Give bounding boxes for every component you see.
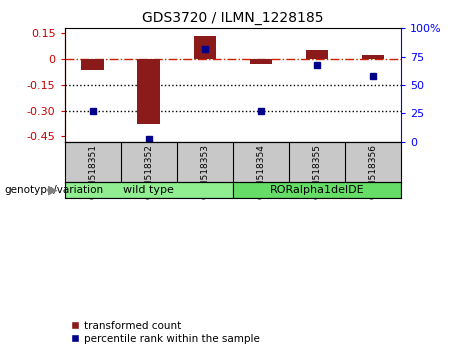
Text: RORalpha1delDE: RORalpha1delDE	[270, 185, 364, 195]
Text: GSM518354: GSM518354	[256, 144, 266, 199]
Bar	[137, 59, 160, 125]
Text: GSM518351: GSM518351	[88, 144, 97, 199]
Text: wild type: wild type	[123, 185, 174, 195]
Bar	[233, 182, 401, 198]
Title: GDS3720 / ILMN_1228185: GDS3720 / ILMN_1228185	[142, 11, 324, 24]
Text: GSM518356: GSM518356	[368, 144, 378, 199]
Text: ▶: ▶	[48, 184, 58, 197]
Bar	[250, 59, 272, 63]
Bar	[306, 50, 328, 59]
Bar	[65, 182, 233, 198]
Bar	[194, 36, 216, 59]
Legend: transformed count, percentile rank within the sample: transformed count, percentile rank withi…	[70, 320, 261, 345]
Bar	[362, 55, 384, 59]
Text: GSM518355: GSM518355	[313, 144, 321, 199]
Bar	[82, 59, 104, 70]
Text: GSM518352: GSM518352	[144, 144, 153, 199]
Text: genotype/variation: genotype/variation	[5, 185, 104, 195]
Text: GSM518353: GSM518353	[200, 144, 209, 199]
